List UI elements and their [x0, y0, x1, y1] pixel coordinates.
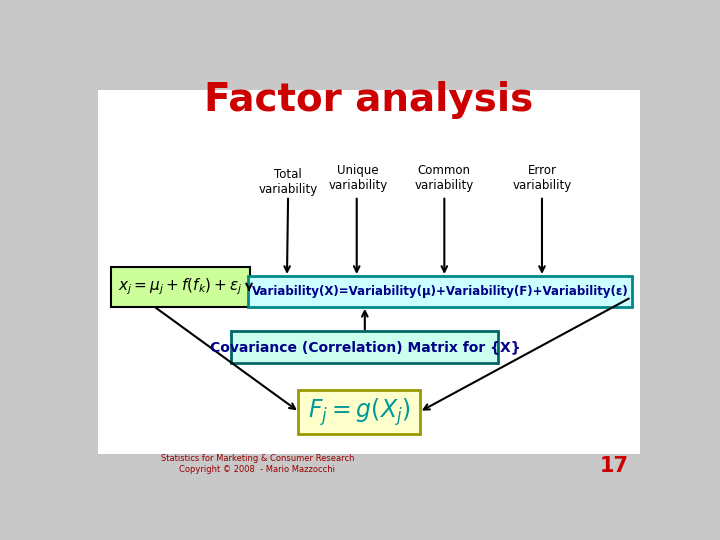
Text: 17: 17	[600, 456, 629, 476]
FancyBboxPatch shape	[98, 454, 640, 481]
Text: Common
variability: Common variability	[415, 164, 474, 192]
FancyBboxPatch shape	[231, 332, 498, 363]
Text: Total
variability: Total variability	[258, 168, 318, 196]
FancyBboxPatch shape	[98, 90, 640, 458]
Text: $F_j=g(X_j)$: $F_j=g(X_j)$	[308, 396, 410, 428]
Text: Unique
variability: Unique variability	[328, 164, 387, 192]
Text: Statistics for Marketing & Consumer Research
Copyright © 2008  - Mario Mazzocchi: Statistics for Marketing & Consumer Rese…	[161, 454, 354, 474]
Text: Factor analysis: Factor analysis	[204, 81, 534, 119]
Text: Variability(X)=Variability(μ)+Variability(F)+Variability(ε): Variability(X)=Variability(μ)+Variabilit…	[252, 285, 629, 298]
FancyBboxPatch shape	[248, 276, 632, 307]
Text: $x_j=\mu_j+f(f_k)+\varepsilon_j$: $x_j=\mu_j+f(f_k)+\varepsilon_j$	[118, 276, 243, 297]
Text: Covariance (Correlation) Matrix for {X}: Covariance (Correlation) Matrix for {X}	[210, 340, 520, 354]
FancyBboxPatch shape	[298, 390, 420, 434]
Text: Error
variability: Error variability	[513, 164, 572, 192]
FancyBboxPatch shape	[111, 267, 250, 307]
